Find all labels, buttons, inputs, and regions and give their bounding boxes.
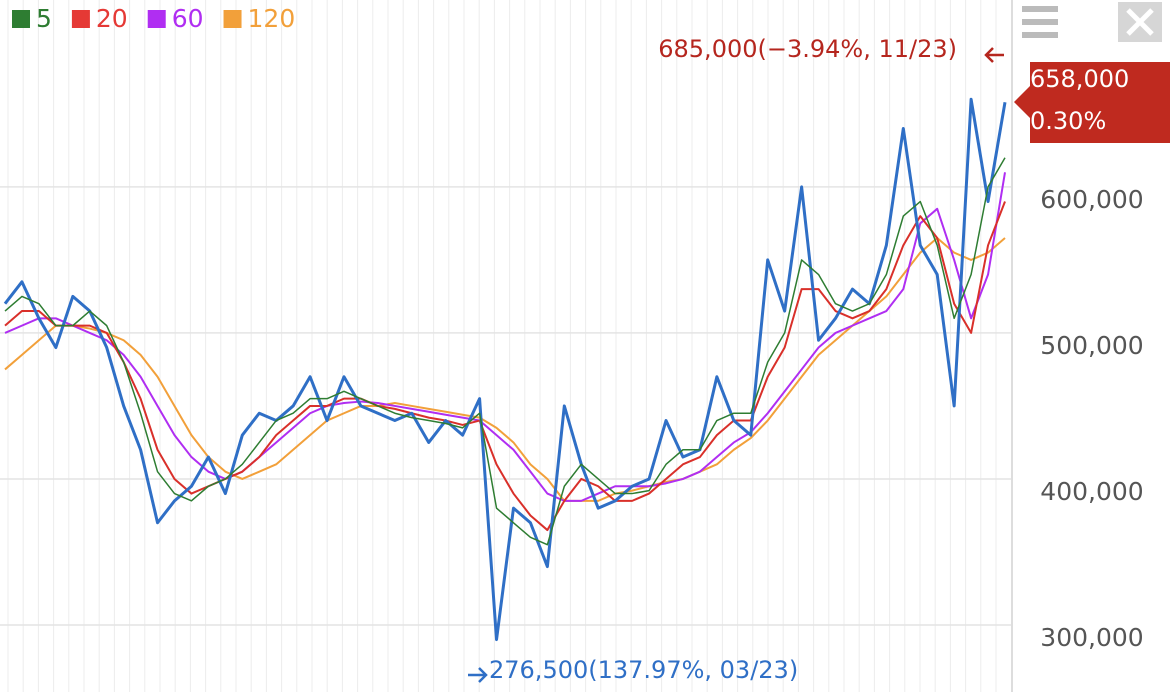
vertical-grid — [7, 0, 997, 692]
menu-bar — [1022, 6, 1058, 12]
menu-bar — [1022, 32, 1058, 38]
menu-bar — [1022, 19, 1058, 25]
ma-line — [4, 172, 1006, 502]
low-annotation: 276,500(137.97%, 03/23) — [489, 656, 798, 684]
close-button[interactable] — [1118, 2, 1162, 42]
y-axis: 300,000 400,000 500,000 600,000 — [1040, 185, 1143, 652]
y-tick-label: 300,000 — [1040, 623, 1143, 652]
y-tick-label: 500,000 — [1040, 331, 1143, 360]
legend-label: 120 — [248, 4, 296, 33]
last-price-box — [1014, 62, 1170, 143]
plot — [3, 97, 1007, 642]
y-tick-label: 600,000 — [1040, 185, 1143, 214]
legend-swatch — [71, 10, 90, 28]
legend-label: 60 — [172, 4, 204, 33]
ma-line — [4, 237, 1006, 502]
high-annotation: 685,000(−3.94%, 11/23) — [658, 35, 957, 63]
low-arrow — [468, 667, 488, 683]
last-change: 0.30% — [1030, 107, 1106, 135]
legend-swatch — [12, 10, 30, 28]
ma-line — [4, 157, 1006, 546]
high-arrow — [984, 47, 1004, 63]
legend-label: 5 — [36, 4, 52, 33]
menu-button[interactable] — [1022, 6, 1058, 38]
legend: 5 20 60 120 — [12, 4, 295, 33]
legend-swatch — [147, 10, 166, 28]
y-tick-label: 400,000 — [1040, 477, 1143, 506]
legend-swatch — [223, 10, 242, 28]
last-price: 658,000 — [1030, 65, 1129, 93]
price-line — [3, 97, 1007, 642]
close-icon — [1126, 8, 1154, 36]
legend-label: 20 — [96, 4, 128, 33]
